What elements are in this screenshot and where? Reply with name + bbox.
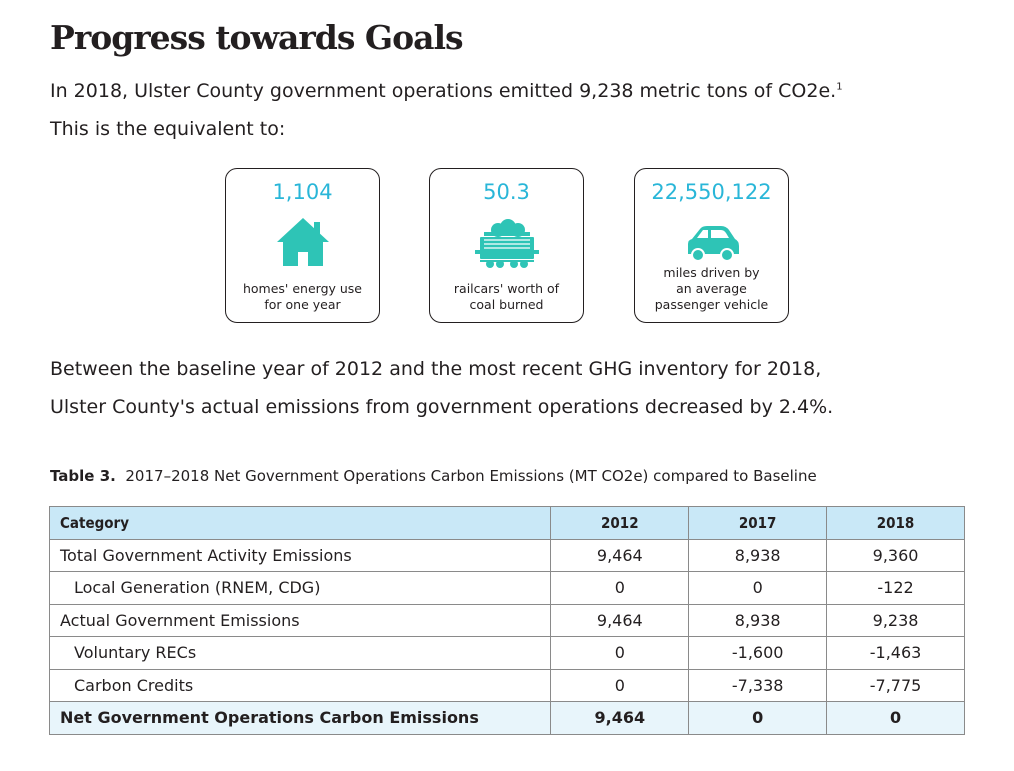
table-header-row: Category 2012 2017 2018 (48, 506, 965, 540)
table-total-row: Net Government Operations Carbon Emissio… (48, 701, 965, 735)
cell-value: -7,775 (826, 668, 965, 702)
summary-line-1: Between the baseline year of 2012 and th… (50, 358, 822, 380)
cell-value: 0 (826, 701, 965, 735)
table-row: Actual Government Emissions 9,464 8,938 … (48, 603, 965, 637)
cell-value: 0 (688, 701, 828, 735)
intro-line-2: This is the equivalent to: (50, 118, 286, 140)
card-desc-line: an average (676, 281, 747, 296)
row-label: Net Government Operations Carbon Emissio… (48, 701, 552, 735)
coal-railcar-icon (430, 214, 583, 270)
cell-value: -1,600 (688, 636, 828, 670)
table-caption-label: Table 3. (50, 467, 116, 485)
cell-value: 9,464 (550, 603, 690, 637)
column-header-2017: 2017 (688, 506, 828, 540)
card-desc-line: railcars' worth of (453, 281, 560, 296)
table-caption: Table 3. 2017–2018 Net Government Operat… (50, 467, 817, 485)
equivalence-card-railcars: 50.3 railcars' worth of coal burned (429, 168, 584, 323)
table-row: Total Government Activity Emissions 9,46… (48, 538, 965, 572)
table-caption-text: 2017–2018 Net Government Operations Carb… (125, 467, 817, 485)
cell-value: 0 (550, 636, 690, 670)
car-icon (635, 214, 788, 270)
cell-value: 9,464 (550, 538, 690, 572)
cell-value: 8,938 (688, 538, 828, 572)
table-row: Carbon Credits 0 -7,338 -7,775 (48, 668, 965, 702)
footnote-marker: 1 (836, 81, 843, 93)
row-label: Actual Government Emissions (48, 603, 552, 637)
page-title: Progress towards Goals (50, 18, 464, 57)
row-label: Voluntary RECs (48, 636, 552, 670)
card-desc-line: for one year (264, 297, 341, 312)
row-label: Carbon Credits (48, 668, 552, 702)
table-row: Local Generation (RNEM, CDG) 0 0 -122 (48, 571, 965, 605)
card-value: 1,104 (272, 180, 333, 204)
table-row: Voluntary RECs 0 -1,600 -1,463 (48, 636, 965, 670)
cell-value: 0 (550, 571, 690, 605)
cell-value: -122 (826, 571, 965, 605)
card-value: 22,550,122 (651, 180, 772, 204)
cell-value: 8,938 (688, 603, 828, 637)
card-desc-line: homes' energy use (242, 281, 362, 296)
card-description: railcars' worth of coal burned (434, 281, 579, 313)
intro-text: In 2018, Ulster County government operat… (50, 80, 837, 102)
card-desc-line: coal burned (469, 297, 544, 312)
card-value: 50.3 (483, 180, 530, 204)
card-description: homes' energy use for one year (230, 281, 375, 313)
column-header-category: Category (48, 506, 552, 540)
cell-value: -1,463 (826, 636, 965, 670)
column-header-2018: 2018 (826, 506, 965, 540)
column-header-2012: 2012 (550, 506, 690, 540)
cell-value: 9,238 (826, 603, 965, 637)
cell-value: 9,360 (826, 538, 965, 572)
emissions-table: Category 2012 2017 2018 Total Government… (48, 506, 965, 735)
cell-value: 0 (550, 668, 690, 702)
row-label: Local Generation (RNEM, CDG) (48, 571, 552, 605)
equivalence-card-homes: 1,104 homes' energy use for one year (225, 168, 380, 323)
cell-value: 0 (688, 571, 828, 605)
card-desc-line: passenger vehicle (654, 297, 769, 312)
cell-value: -7,338 (688, 668, 828, 702)
equivalence-card-miles: 22,550,122 miles driven by an average pa… (634, 168, 789, 323)
intro-line-1: In 2018, Ulster County government operat… (50, 80, 843, 102)
card-desc-line: miles driven by (663, 265, 760, 280)
house-icon (226, 214, 379, 270)
cell-value: 9,464 (550, 701, 690, 735)
row-label: Total Government Activity Emissions (48, 538, 552, 572)
card-description: miles driven by an average passenger veh… (639, 265, 784, 313)
summary-line-2: Ulster County's actual emissions from go… (50, 396, 834, 418)
